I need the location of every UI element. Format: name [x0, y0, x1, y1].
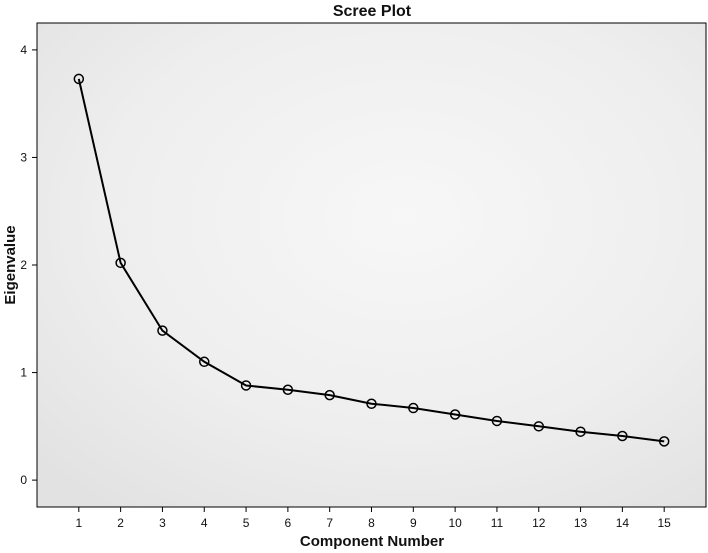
x-tick-label-12: 12 — [532, 516, 546, 530]
plot-area — [36, 22, 707, 508]
x-tick-label-6: 6 — [285, 516, 292, 530]
data-point-10 — [449, 409, 461, 420]
data-point-6 — [282, 384, 294, 396]
y-tick-label-3: 3 — [20, 150, 27, 164]
x-axis-label: Component Number — [300, 533, 444, 550]
x-tick-label-4: 4 — [201, 516, 208, 530]
data-point-13 — [575, 426, 586, 437]
eigenvalue-series — [73, 73, 670, 447]
data-point-8 — [366, 398, 377, 409]
y-axis-label: Eigenvalue — [2, 225, 19, 304]
data-point-2 — [115, 257, 126, 269]
data-point-4 — [199, 356, 210, 368]
data-point-15 — [658, 436, 670, 447]
x-tick-label-3: 3 — [159, 516, 166, 530]
data-point-9 — [408, 402, 419, 414]
data-point-12 — [533, 421, 544, 432]
x-axis: 1 2 3 4 5 6 7 8 9 10 11 12 13 14 15 — [75, 507, 671, 530]
y-tick-label-1: 1 — [20, 366, 27, 380]
y-axis: 0 1 2 3 4 — [20, 43, 37, 487]
y-tick-label-0: 0 — [20, 473, 27, 487]
x-tick-label-11: 11 — [491, 516, 504, 530]
x-tick-label-15: 15 — [658, 516, 672, 530]
data-point-14 — [617, 430, 628, 442]
data-point-7 — [324, 389, 335, 401]
x-tick-label-2: 2 — [117, 516, 124, 530]
x-tick-label-8: 8 — [368, 516, 375, 530]
data-point-11 — [491, 415, 503, 427]
x-tick-label-9: 9 — [410, 516, 417, 530]
y-tick-label-4: 4 — [20, 43, 27, 57]
x-tick-label-5: 5 — [243, 516, 250, 530]
chart-title: Scree Plot — [333, 3, 412, 20]
series-line — [77, 78, 665, 443]
x-tick-label-10: 10 — [448, 516, 462, 530]
y-tick-label-2: 2 — [20, 258, 27, 272]
x-tick-label-14: 14 — [616, 516, 630, 530]
data-point-5 — [240, 380, 252, 391]
x-tick-label-13: 13 — [574, 516, 588, 530]
data-point-1 — [73, 73, 85, 85]
data-point-3 — [157, 325, 168, 336]
x-tick-label-1: 1 — [75, 516, 82, 530]
x-tick-label-7: 7 — [326, 516, 333, 530]
